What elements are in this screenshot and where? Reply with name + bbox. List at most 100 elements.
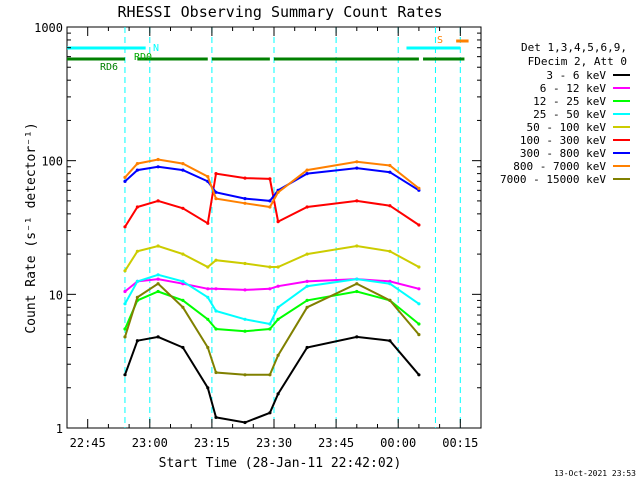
series-point <box>355 335 359 339</box>
series-point <box>181 168 185 172</box>
series-point <box>214 258 218 262</box>
series-point <box>268 265 272 269</box>
flag-bars <box>67 39 469 61</box>
series-point <box>268 177 272 181</box>
series-point <box>135 279 139 283</box>
series-point <box>268 411 272 415</box>
series-point <box>214 327 218 331</box>
series-point <box>417 265 421 269</box>
series-point <box>417 373 421 377</box>
legend-label: 12 - 25 keV <box>533 95 606 108</box>
series-point <box>123 179 127 183</box>
series-point <box>206 287 210 291</box>
series-point <box>135 162 139 166</box>
y-axis: 1 10 100 1000 <box>34 21 481 436</box>
series-point <box>276 265 280 269</box>
series-point <box>276 317 280 321</box>
series-point <box>243 201 247 205</box>
series-point <box>123 225 127 229</box>
legend-item: 6 - 12 keV <box>540 82 630 95</box>
series-point <box>123 289 127 294</box>
x-tick-label: 00:00 <box>380 436 416 450</box>
time-grid <box>124 27 461 428</box>
legend-header-line-1: Det 1,3,4,5,6,9, <box>521 41 627 54</box>
x-tick-label: 00:15 <box>442 436 478 450</box>
series-point <box>355 244 359 248</box>
legend-item: 50 - 100 keV <box>527 121 630 134</box>
plot-content <box>67 27 469 428</box>
x-tick-label: 22:45 <box>70 436 106 450</box>
series-point <box>214 190 218 194</box>
series-point <box>305 284 309 288</box>
series-point <box>135 339 139 343</box>
series-point <box>156 335 160 339</box>
series-point <box>181 162 185 166</box>
series-point <box>206 221 210 225</box>
y-tick-label: 10 <box>49 288 63 302</box>
legend-item: 12 - 25 keV <box>533 95 630 108</box>
legend-item: 3 - 6 keV <box>546 69 630 82</box>
series-point <box>243 317 247 321</box>
series-point <box>355 166 359 170</box>
chart-title: RHESSI Observing Summary Count Rates <box>117 3 442 21</box>
series-point <box>388 249 392 253</box>
legend-item: 25 - 50 keV <box>533 108 630 121</box>
series-point <box>206 345 210 350</box>
x-axis: 22:45 23:00 23:15 23:30 23:45 00:00 00:15 <box>66 27 482 450</box>
series-point <box>156 282 160 286</box>
series-point <box>276 284 280 288</box>
series-point <box>268 373 272 377</box>
series-point <box>417 223 421 227</box>
label-rd0: RD0 <box>134 52 152 63</box>
y-tick-label: 1 <box>56 422 63 436</box>
series-point <box>181 279 185 283</box>
legend: Det 1,3,4,5,6,9, FDecim 2, Att 0 3 - 6 k… <box>500 41 630 186</box>
footer-date: 13-Oct-2021 23:53 <box>554 469 636 478</box>
label-s: S <box>437 35 443 46</box>
series-point <box>417 287 421 291</box>
series-point <box>243 176 247 180</box>
series-point <box>305 205 309 209</box>
legend-label: 3 - 6 keV <box>546 69 606 82</box>
series-point <box>276 392 280 396</box>
series-point <box>243 261 247 266</box>
series-point <box>388 298 392 302</box>
series-point <box>206 317 210 321</box>
series-point <box>305 172 309 176</box>
series-line <box>124 290 420 333</box>
legend-label: 6 - 12 keV <box>540 82 607 95</box>
series-point <box>135 249 139 253</box>
series-point <box>355 289 359 294</box>
x-tick-label: 23:15 <box>194 436 230 450</box>
series-point <box>214 287 218 291</box>
series-point <box>181 206 185 210</box>
series-point <box>417 322 421 326</box>
series-point <box>276 305 280 309</box>
series-point <box>243 373 247 377</box>
series-point <box>123 269 127 273</box>
legend-item: 300 - 800 keV <box>520 147 630 160</box>
series-point <box>305 305 309 309</box>
series-point <box>214 415 218 419</box>
series-point <box>123 373 127 377</box>
legend-item: 800 - 7000 keV <box>513 160 630 173</box>
series-point <box>417 333 421 337</box>
series-point <box>268 199 272 203</box>
series-point <box>123 175 127 179</box>
series-point <box>388 170 392 174</box>
series-point <box>268 205 272 209</box>
series-point <box>206 265 210 269</box>
series-point <box>268 322 272 326</box>
series-point <box>243 288 247 292</box>
series-point <box>305 252 309 256</box>
series-point <box>355 160 359 164</box>
label-n: N <box>153 43 159 54</box>
legend-label: 100 - 300 keV <box>520 134 606 147</box>
series-point <box>123 335 127 339</box>
series-point <box>135 205 139 209</box>
series-point <box>388 163 392 168</box>
series-point <box>355 282 359 286</box>
series-point <box>243 197 247 201</box>
series-line <box>124 172 420 228</box>
